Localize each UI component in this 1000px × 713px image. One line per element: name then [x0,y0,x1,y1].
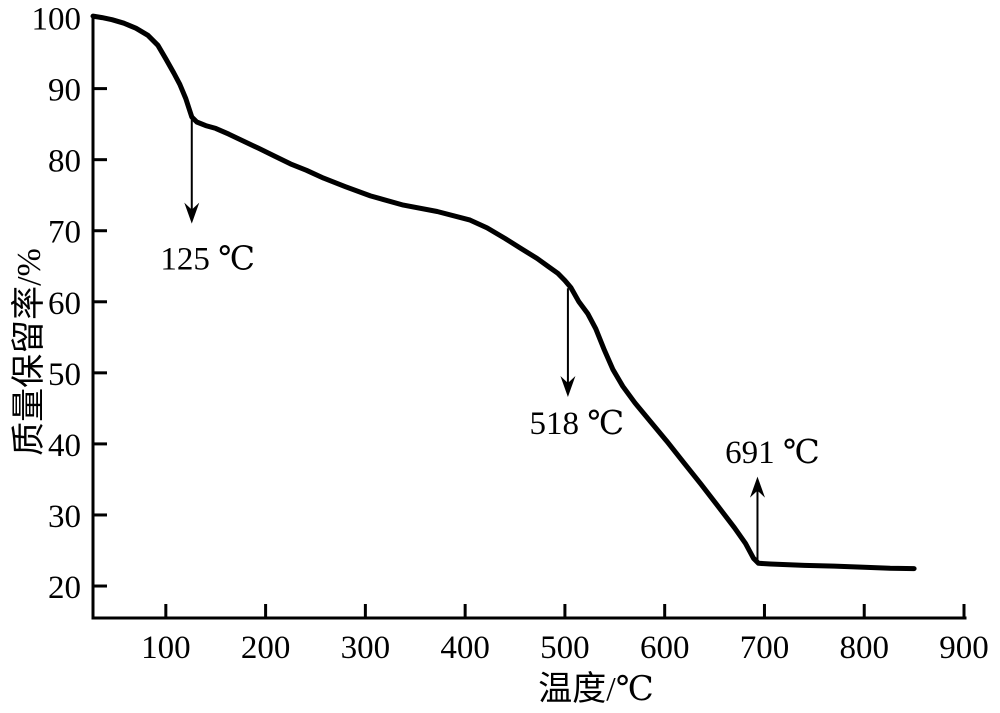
x-tick-label: 800 [839,630,889,666]
y-tick-label: 40 [48,428,81,464]
annotation-arrow-head [749,476,765,498]
tga-curve [90,13,917,572]
y-tick-label: 50 [48,357,81,393]
y-tick-label: 100 [32,2,82,38]
y-tick-label: 30 [48,499,81,535]
annotation-arrow-head [184,202,200,224]
annotation-label: 518 ℃ [530,406,625,442]
y-tick-label: 70 [48,215,81,251]
x-tick-label: 500 [540,630,590,666]
y-tick-label: 90 [48,73,81,109]
annotation-label: 691 ℃ [725,435,820,471]
x-tick-label: 400 [440,630,490,666]
x-tick-label: 200 [241,630,291,666]
y-tick-label: 80 [48,144,81,180]
annotation-arrow-head [560,376,576,398]
y-tick-label: 60 [48,286,81,322]
y-axis-title: 质量保留率/% [10,248,48,456]
x-tick-label: 300 [341,630,391,666]
x-tick-label: 700 [740,630,790,666]
annotation-label: 125 ℃ [160,242,255,278]
x-tick-label: 900 [939,630,989,666]
y-tick-label: 20 [48,570,81,606]
x-axis-title: 温度/℃ [538,670,653,708]
x-tick-label: 600 [640,630,690,666]
x-tick-label: 100 [141,630,191,666]
